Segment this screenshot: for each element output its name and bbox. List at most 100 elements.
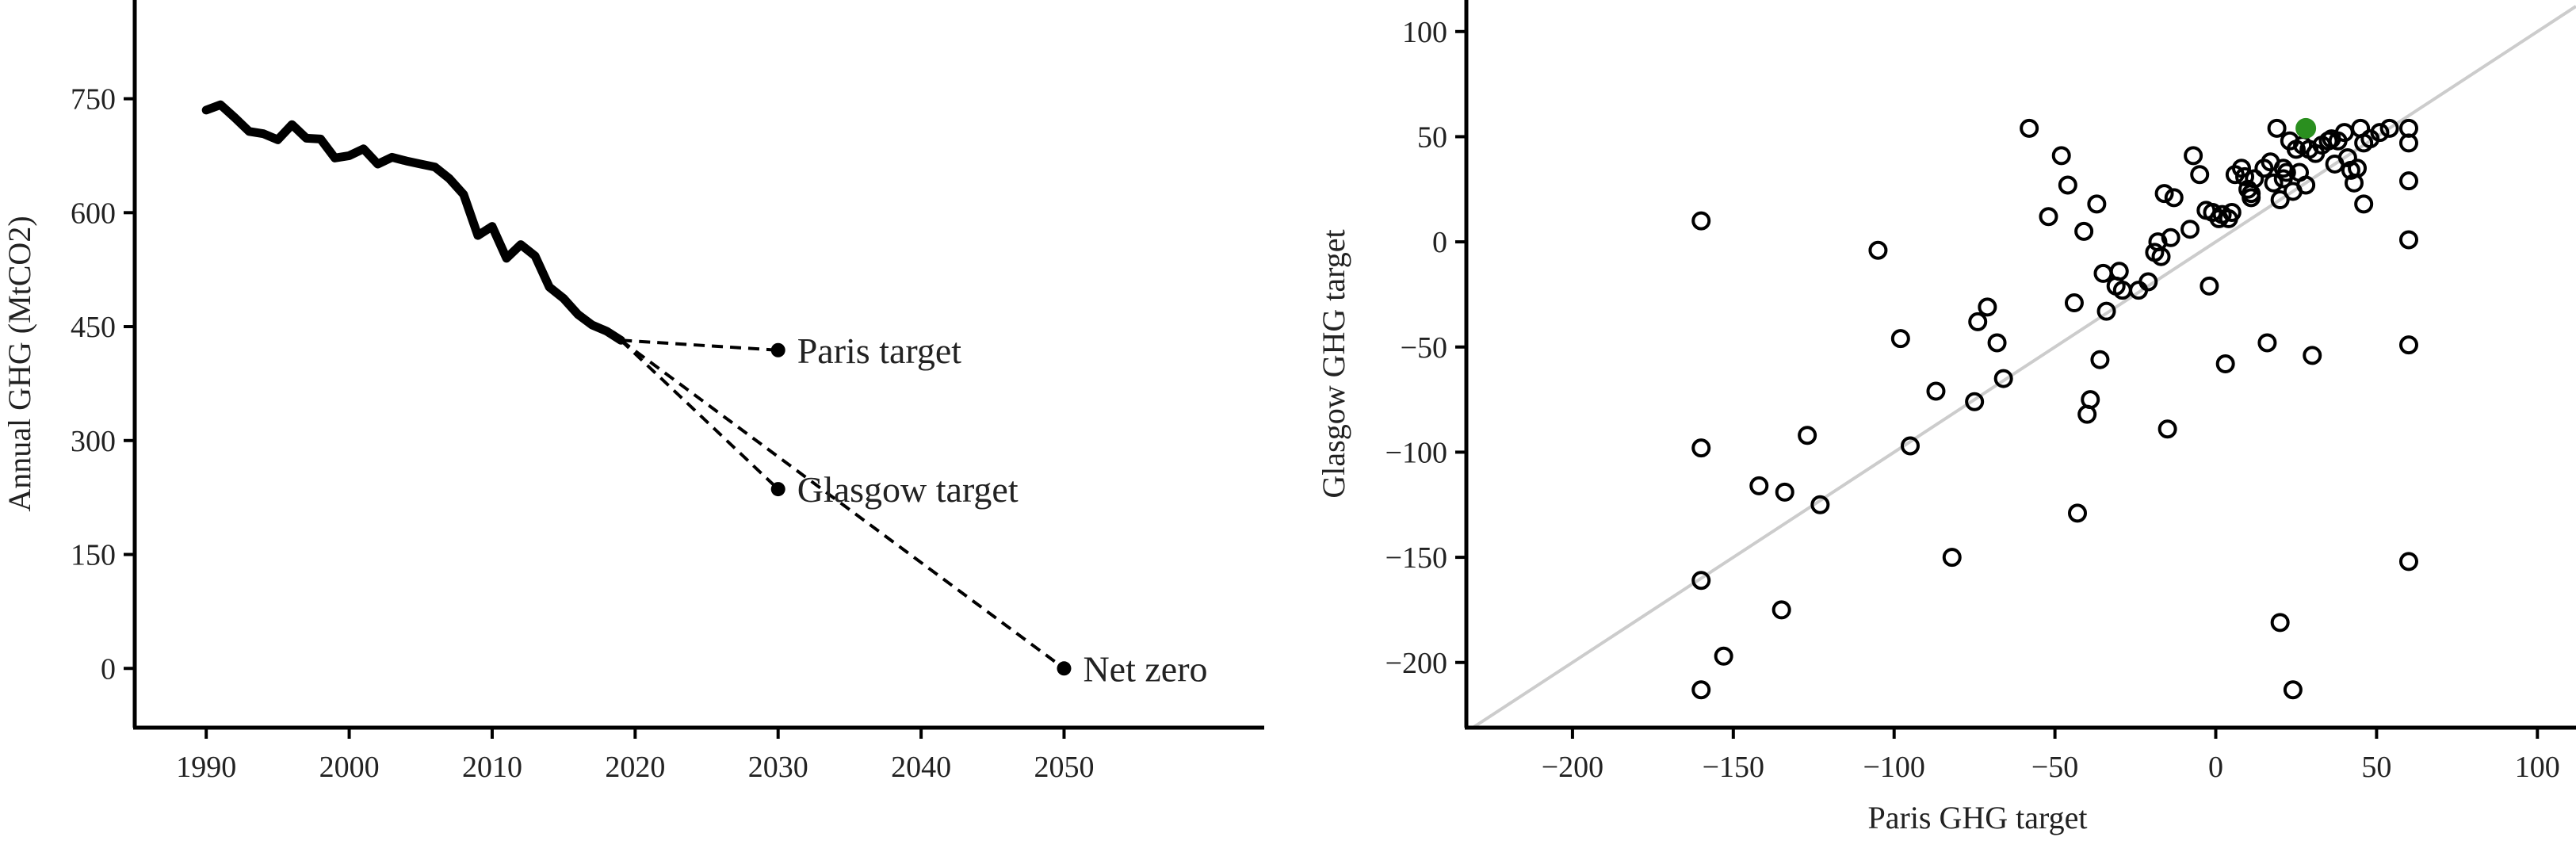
scatter-point <box>2264 173 2284 193</box>
projection-line <box>619 338 780 491</box>
scatter-point <box>1901 436 1920 456</box>
scatter-point <box>2370 123 2390 143</box>
right-y-axis-title: Glasgow GHG target <box>1316 229 1351 498</box>
scatter-point <box>1714 646 1733 666</box>
target-point <box>770 342 785 357</box>
scatter-point <box>2303 346 2322 365</box>
right-y-tick-label: 50 <box>1417 120 1447 154</box>
scatter-point <box>1890 329 1910 349</box>
target-label: Glasgow target <box>797 469 1019 510</box>
scatter-point <box>1978 297 1997 317</box>
scatter-point <box>2231 159 2251 178</box>
historical-emissions-line <box>201 100 625 345</box>
scatter-point <box>2270 613 2290 633</box>
scatter-point <box>1749 476 1769 495</box>
target-label: Paris target <box>797 331 962 371</box>
scatter-point <box>1691 571 1711 591</box>
left-y-axis-title: Annual GHG (MtCO2) <box>2 216 37 511</box>
emissions-trajectory-chart: Annual GHG (MtCO2) 0 150 300 450 600 750 1990 2… <box>2 0 1264 784</box>
scatter-point <box>2184 146 2203 166</box>
scatter-point <box>2020 118 2039 138</box>
target-point <box>1057 661 1072 676</box>
scatter-point <box>2157 419 2177 439</box>
right-y-tick-label: 100 <box>1402 16 1447 49</box>
right-x-tick-label: −150 <box>1703 751 1764 784</box>
right-y-tick-label: −100 <box>1385 436 1447 469</box>
right-x-axis-title: Paris GHG target <box>1868 800 2088 835</box>
scatter-point <box>1775 482 1794 502</box>
scatter-point <box>2379 118 2399 138</box>
right-x-tick-label: 50 <box>2361 751 2391 784</box>
left-y-tick-label: 450 <box>71 311 116 344</box>
scatter-point <box>2081 390 2100 410</box>
left-x-tick-label: 2050 <box>1034 751 1094 784</box>
scatter-point <box>2215 354 2235 373</box>
scatter-point <box>1691 211 1711 231</box>
left-x-tick-label: 2020 <box>605 751 665 784</box>
scatter-point <box>2096 301 2116 321</box>
scatter-point <box>1691 680 1711 700</box>
left-y-tick-label: 600 <box>71 197 116 230</box>
scatter-point <box>1798 426 1817 445</box>
right-x-tick-label: −200 <box>1542 751 1603 784</box>
scatter-point <box>1926 381 1946 401</box>
scatter-point <box>1771 600 1791 620</box>
scatter-point <box>2354 194 2374 214</box>
scatter-point <box>2138 272 2158 292</box>
right-x-tick-label: 0 <box>2208 751 2223 784</box>
scatter-point <box>2109 262 2129 281</box>
scatter-point <box>2222 202 2242 222</box>
right-x-tick-label: −50 <box>2031 751 2078 784</box>
scatter-point <box>2164 188 2184 208</box>
target-comparison-scatter: Glasgow GHG target Paris GHG target −200… <box>1316 0 2576 835</box>
left-x-tick-label: 2030 <box>748 751 808 784</box>
left-x-tick-label: 1990 <box>176 751 236 784</box>
scatter-point <box>2267 118 2287 138</box>
scatter-point <box>1965 392 1985 411</box>
left-x-tick-label: 2010 <box>462 751 522 784</box>
scatter-point <box>1968 312 1988 331</box>
scatter-point <box>2398 552 2418 571</box>
scatter-point <box>2283 680 2303 700</box>
scatter-point <box>2398 230 2418 250</box>
left-x-tick-label: 2000 <box>319 751 380 784</box>
right-y-tick-label: −150 <box>1385 541 1447 575</box>
scatter-point <box>2398 133 2418 153</box>
left-y-tick-label: 0 <box>101 652 116 686</box>
reference-line <box>1472 5 2576 729</box>
projection-line <box>621 338 778 352</box>
scatter-point <box>2087 194 2107 214</box>
scatter-point <box>2245 169 2265 189</box>
scatter-point <box>1993 369 2013 388</box>
scatter-point <box>2270 190 2290 210</box>
scatter-point <box>2068 503 2088 523</box>
scatter-point <box>2051 146 2071 166</box>
right-y-tick-label: −200 <box>1385 647 1447 680</box>
scatter-point <box>2398 335 2418 355</box>
scatter-point <box>2093 263 2113 283</box>
scatter-point <box>2235 166 2255 186</box>
scatter-point <box>2064 293 2084 313</box>
left-x-tick-label: 2040 <box>891 751 951 784</box>
right-x-tick-label: 100 <box>2515 751 2560 784</box>
scatter-point <box>2074 221 2094 241</box>
scatter-point <box>2242 188 2261 208</box>
scatter-point <box>2257 333 2277 353</box>
left-y-tick-label: 150 <box>71 539 116 572</box>
scatter-point <box>2151 247 2171 266</box>
highlighted-point <box>2295 117 2317 139</box>
scatter-point <box>2039 207 2058 227</box>
scatter-point <box>2348 159 2368 178</box>
scatter-point <box>2058 175 2077 195</box>
scatter-point <box>2190 165 2210 185</box>
scatter-point <box>2180 220 2200 239</box>
scatter-point <box>1810 495 1830 514</box>
scatter-point <box>1868 240 1888 260</box>
scatter-point <box>2200 276 2219 296</box>
scatter-point <box>2161 227 2180 247</box>
scatter-point <box>2090 350 2110 369</box>
scatter-point <box>2154 184 2174 204</box>
scatter-point <box>1691 438 1711 458</box>
scatter-point <box>2276 162 2296 182</box>
right-y-tick-label: −50 <box>1401 331 1447 365</box>
